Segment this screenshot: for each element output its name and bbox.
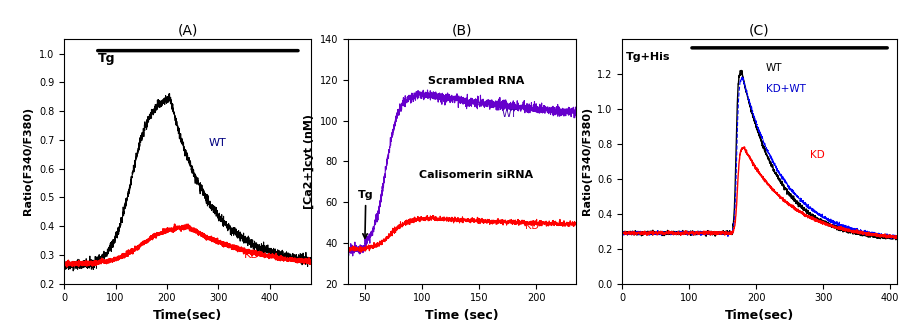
Text: Calisomerin siRNA: Calisomerin siRNA [419,170,533,180]
X-axis label: Time(sec): Time(sec) [725,309,794,322]
Text: KD: KD [810,150,824,160]
Text: Scrambled RNA: Scrambled RNA [428,76,524,86]
Title: (A): (A) [178,24,198,38]
Text: KD: KD [525,221,539,230]
Y-axis label: [Ca2+]cyt (nM): [Ca2+]cyt (nM) [304,114,314,209]
Y-axis label: Ratio(F340/F380): Ratio(F340/F380) [582,107,591,215]
X-axis label: Time (sec): Time (sec) [425,309,499,322]
Text: WT: WT [502,109,518,119]
Y-axis label: Ratio(F340/F380): Ratio(F340/F380) [24,107,33,215]
Text: KD+WT: KD+WT [766,83,806,94]
Text: KD: KD [244,250,260,260]
Text: WT: WT [208,138,226,148]
Title: (C): (C) [749,24,770,38]
Title: (B): (B) [452,24,472,38]
Text: Tg+His: Tg+His [626,52,670,62]
X-axis label: Time(sec): Time(sec) [153,309,222,322]
Text: Tg: Tg [98,52,115,65]
Text: Tg: Tg [358,190,373,238]
Text: WT: WT [766,63,782,73]
